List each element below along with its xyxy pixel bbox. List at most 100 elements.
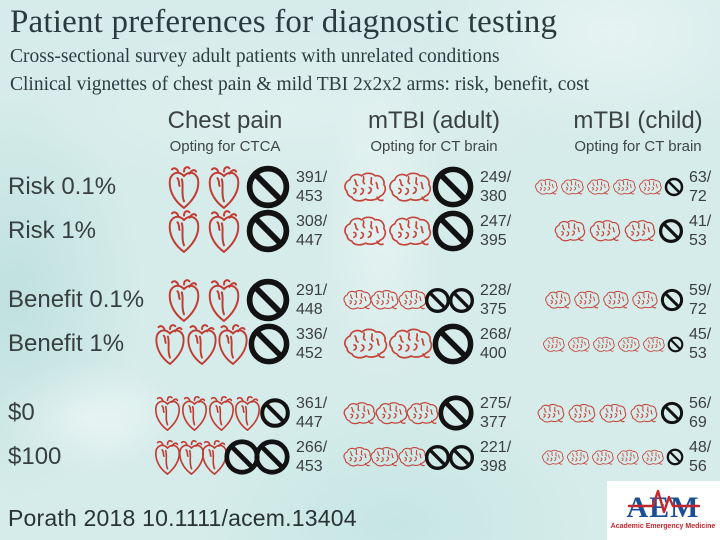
fraction-value-mtbi-child: 59/72: [686, 281, 720, 319]
fraction-value-chest-pain: 266/453: [293, 438, 340, 476]
brain-icon: [588, 219, 621, 243]
table-row: Risk 1% 308/447 247/395 41/53: [0, 209, 720, 253]
pictograph-cell-mtbi-adult: [340, 322, 477, 366]
brain-icon: [387, 327, 433, 361]
fraction-numerator: 56/: [689, 395, 712, 412]
heart-icon: [165, 209, 203, 253]
column-subtitle: Opting for CT brain: [574, 138, 702, 155]
pictograph-cell-chest-pain: [150, 435, 293, 479]
fraction-value-mtbi-adult: 247/395: [477, 212, 528, 250]
fraction-numerator: 268/: [480, 326, 512, 343]
brain-icon: [342, 289, 372, 311]
pictograph-cell-mtbi-child: [528, 391, 686, 435]
brain-icon: [623, 219, 656, 243]
brain-icon: [342, 446, 372, 468]
no-symbol-icon: [253, 438, 291, 476]
brain-icon: [369, 446, 399, 468]
pictograph-cell-chest-pain: [150, 322, 293, 366]
no-symbol-icon: [431, 322, 475, 366]
brain-icon: [387, 215, 432, 248]
fraction-denominator: 453: [296, 458, 323, 475]
fraction-numerator: 59/: [689, 282, 712, 299]
fraction-numerator: 228/: [480, 282, 512, 299]
column-subtitle: Opting for CTCA: [169, 138, 281, 155]
brain-icon: [567, 336, 590, 353]
pictograph-cell-mtbi-adult: [340, 391, 477, 435]
brain-icon: [534, 178, 558, 196]
column-title: mTBI (adult): [367, 107, 501, 134]
fraction-numerator: 291/: [296, 282, 328, 299]
column-header-mtbi-child: mTBI (child) Opting for CT brain: [542, 106, 720, 157]
pictograph-cell-mtbi-adult: [340, 165, 477, 209]
fraction-value-chest-pain: 391/453: [293, 168, 340, 206]
brain-icon: [541, 449, 564, 466]
fraction-value-mtbi-child: 56/69: [686, 394, 720, 432]
brain-icon: [641, 449, 664, 466]
fraction-denominator: 452: [296, 345, 323, 362]
no-symbol-icon: [245, 208, 291, 254]
fraction-denominator: 380: [480, 188, 507, 205]
fraction-denominator: 375: [480, 301, 507, 318]
column-subtitle: Opting for CT brain: [370, 138, 498, 155]
fraction-denominator: 53: [689, 232, 707, 249]
fraction-numerator: 391/: [296, 169, 328, 186]
fraction-value-chest-pain: 291/448: [293, 281, 340, 319]
table-row: Benefit 1% 336/452 268/400 45/53: [0, 322, 720, 366]
page-title: Patient preferences for diagnostic testi…: [10, 4, 558, 40]
pictograph-cell-mtbi-child: [528, 165, 686, 209]
column-title: Chest pain: [167, 107, 283, 134]
pictograph-cell-mtbi-child: [528, 209, 686, 253]
fraction-value-chest-pain: 336/452: [293, 325, 340, 363]
brain-icon: [617, 336, 640, 353]
fraction-numerator: 63/: [689, 169, 712, 186]
fraction-denominator: 395: [480, 232, 507, 249]
no-symbol-icon: [259, 397, 291, 429]
column-headers: Chest pain Opting for CTCA mTBI (adult) …: [0, 106, 720, 157]
fraction-denominator: 398: [480, 458, 507, 475]
brain-icon: [592, 336, 615, 353]
brain-icon: [560, 178, 584, 196]
row-label: $0: [8, 399, 35, 426]
heart-icon: [215, 323, 251, 365]
heart-icon: [184, 323, 220, 365]
brain-icon: [591, 449, 614, 466]
no-symbol-icon: [424, 287, 451, 314]
column-header-chest-pain: Chest pain Opting for CTCA: [130, 106, 320, 157]
fraction-value-mtbi-adult: 275/377: [477, 394, 528, 432]
brain-icon: [536, 403, 565, 424]
fraction-numerator: 266/: [296, 439, 328, 456]
column-header-mtbi-adult: mTBI (adult) Opting for CT brain: [340, 106, 528, 157]
fraction-value-mtbi-child: 45/53: [686, 325, 720, 363]
fraction-denominator: 453: [296, 188, 323, 205]
fraction-denominator: 72: [689, 188, 707, 205]
fraction-numerator: 247/: [480, 213, 512, 230]
fraction-denominator: 377: [480, 414, 507, 431]
brain-icon: [631, 290, 658, 310]
brain-icon: [405, 401, 439, 426]
svg-text:Academic Emergency Medicine: Academic Emergency Medicine: [611, 523, 716, 530]
pictograph-cell-mtbi-child: [528, 435, 686, 479]
pictograph-cell-mtbi-adult: [340, 278, 477, 322]
heart-icon: [165, 165, 203, 209]
brain-icon: [642, 336, 665, 353]
heart-icon: [205, 209, 243, 253]
fraction-value-mtbi-adult: 228/375: [477, 281, 528, 319]
no-symbol-icon: [431, 209, 475, 253]
brain-icon: [629, 403, 658, 424]
no-symbol-icon: [658, 218, 684, 244]
fraction-denominator: 69: [689, 414, 707, 431]
no-symbol-icon: [667, 336, 684, 353]
no-symbol-icon: [245, 164, 291, 210]
fraction-value-mtbi-child: 41/53: [686, 212, 720, 250]
no-symbol-icon: [666, 448, 684, 466]
no-symbol-icon: [247, 322, 291, 366]
fraction-numerator: 361/: [296, 395, 328, 412]
brain-icon: [573, 290, 600, 310]
fraction-numerator: 48/: [689, 439, 712, 456]
row-label: Benefit 1%: [8, 330, 125, 357]
fraction-value-mtbi-child: 48/56: [686, 438, 720, 476]
fraction-denominator: 448: [296, 301, 323, 318]
fraction-numerator: 45/: [689, 326, 712, 343]
column-title: mTBI (child): [573, 107, 703, 134]
brain-icon: [342, 171, 387, 204]
